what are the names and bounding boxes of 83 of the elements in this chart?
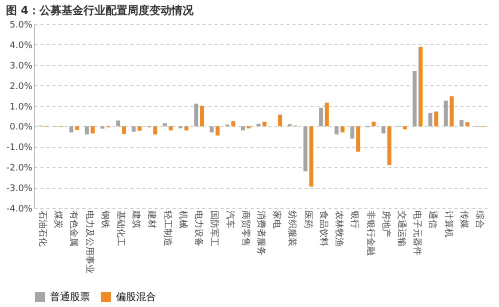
x-tick-label: 消费者服务 <box>256 210 266 256</box>
y-tick-label: 3.0% <box>10 61 33 72</box>
bar <box>412 71 417 126</box>
bar <box>194 104 198 126</box>
y-tick-label: 2.0% <box>10 82 33 92</box>
x-tick-label: 机械 <box>177 210 188 228</box>
x-tick-label: 钢铁 <box>99 210 110 228</box>
x-tick-label: 煤炭 <box>52 210 64 228</box>
x-tick-label: 电力设备 <box>193 210 204 246</box>
bar <box>200 106 204 126</box>
bar <box>319 108 324 126</box>
bar <box>262 122 266 126</box>
x-tick-label: 食品饮料 <box>318 210 329 246</box>
bar <box>434 112 438 126</box>
bar <box>450 96 454 126</box>
x-tick-label: 交通运输 <box>396 210 407 246</box>
bar <box>132 126 136 132</box>
x-tick-label: 非银行金融 <box>364 210 376 256</box>
bar <box>309 126 314 187</box>
bar <box>210 126 214 132</box>
bar <box>350 126 354 138</box>
x-tick-label: 汽车 <box>224 210 236 228</box>
bar <box>231 121 236 126</box>
bar <box>381 126 386 134</box>
bar <box>138 126 142 131</box>
bar <box>278 114 282 126</box>
y-tick-label: -1.0% <box>6 143 33 154</box>
bar <box>84 126 89 134</box>
bar <box>334 126 339 134</box>
bar <box>100 126 104 129</box>
chart-title: 图 4：公募基金行业配置周度变动情况 <box>6 4 194 17</box>
bar <box>168 126 173 130</box>
x-tick-label: 纺织服装 <box>286 210 298 246</box>
x-tick-label: 电子元器件 <box>412 210 423 256</box>
bar <box>340 126 344 132</box>
bar <box>372 122 376 126</box>
y-tick-label: -4.0% <box>6 204 33 214</box>
bar <box>90 126 95 134</box>
y-tick-label: 1.0% <box>10 102 33 112</box>
x-tick-label: 通信 <box>427 210 438 228</box>
x-tick-label: 农林牧渔 <box>334 210 345 246</box>
x-tick-label: 银行 <box>349 210 360 228</box>
bar <box>240 126 245 130</box>
bar <box>387 126 392 166</box>
y-tick-label: -3.0% <box>6 184 33 194</box>
bar <box>303 126 308 172</box>
x-tick-label: 家电 <box>271 210 282 228</box>
x-tick-label: 有色金属 <box>68 210 80 246</box>
bar <box>402 126 407 130</box>
bar <box>153 126 158 134</box>
x-tick-label: 建筑 <box>130 210 142 228</box>
legend-label: 普通股票 <box>50 291 90 303</box>
x-tick-label: 国防军工 <box>208 210 220 246</box>
x-tick-label: 轻工制造 <box>162 210 173 246</box>
bar <box>465 122 470 126</box>
bar <box>459 120 464 126</box>
bar <box>418 46 423 126</box>
x-tick-label: 电力及公用事业 <box>84 210 95 274</box>
x-tick-label: 综合 <box>474 210 486 228</box>
bar <box>216 126 220 136</box>
x-tick-label: 医药 <box>302 210 314 228</box>
bar <box>324 102 329 126</box>
y-tick-label: -2.0% <box>6 164 33 174</box>
bar <box>356 126 360 152</box>
bar <box>122 126 126 134</box>
bar <box>69 126 74 132</box>
y-tick-label: 5.0% <box>10 20 33 30</box>
bar <box>444 100 448 126</box>
x-tick-label: 建材 <box>146 210 158 228</box>
bar <box>184 126 188 130</box>
x-tick-label: 传媒 <box>458 210 470 228</box>
bar <box>162 123 167 126</box>
y-tick-label: 0.0% <box>10 122 33 133</box>
y-tick-label: 4.0% <box>10 40 33 51</box>
bar <box>116 120 120 126</box>
x-tick-label: 石油石化 <box>36 210 48 246</box>
legend-label: 偏股混合 <box>116 291 156 303</box>
bar <box>75 126 80 130</box>
x-tick-label: 计算机 <box>442 210 454 238</box>
x-tick-label: 房地产 <box>380 210 392 238</box>
bar <box>428 112 432 126</box>
x-tick-label: 基础化工 <box>115 210 126 246</box>
x-tick-label: 商贸零售 <box>240 210 251 246</box>
